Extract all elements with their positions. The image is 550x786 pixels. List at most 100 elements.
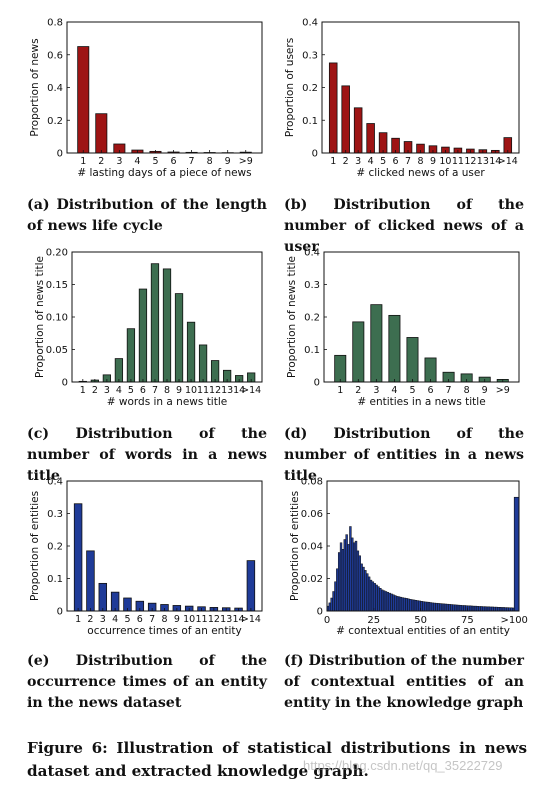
bar-d-2 [370,304,383,383]
plot-frame [321,21,520,154]
hist-bar-35 [392,594,395,612]
bar-c-7 [162,268,172,383]
ytick-label: 0.20 [46,248,68,259]
hist-bar-47 [414,600,418,612]
hist-bar-63 [444,603,448,612]
y-axis-label: Proportion of news [29,38,41,136]
hist-bar-37 [396,596,399,612]
hist-bar-85 [485,606,489,612]
hist-bar-17 [358,555,361,612]
subcaption-f: (f) Distribution of the number of contex… [284,653,524,711]
bar-d-5 [424,357,437,383]
hist-bar-25 [373,583,376,612]
ytick-label: 0.10 [46,313,68,324]
chart-a: 1 2 3 4 5 6 7 8 9 >9 0 0.2 0.4 0.6 0.8 # lasting days o… [29,18,263,179]
y-axis-label: Proportion of news title [34,256,46,378]
bar-e-14 [246,560,256,612]
hist-bar-22 [367,576,371,612]
bar-e-2 [98,582,108,612]
xtick-label: >14 [241,614,261,625]
hist-bar-91 [497,607,500,612]
hist-bar-81 [478,606,481,612]
ytick-label: 0.1 [47,574,63,585]
hist-bar-16 [356,550,360,612]
xtick-label: 8 [417,156,423,167]
hist-bar-66 [450,604,453,612]
xtick-label: 7 [189,156,195,167]
hist-bar-55 [429,602,433,612]
xtick-label: 75 [461,615,474,626]
xtick-label: 50 [414,615,427,626]
hist-bar-68 [454,604,457,612]
xtick-label: >14 [241,385,261,396]
xtick-label: 9 [174,614,180,625]
xtick-label: 11 [195,614,207,625]
hist-bar-10 [345,534,348,612]
hist-bar-overflow [513,496,520,612]
hist-bar-6 [337,552,341,612]
xtick-label: 8 [164,385,170,396]
bar-c-4 [126,328,136,383]
xtick-label: 7 [152,385,158,396]
xtick-label: 4 [391,385,397,396]
xtick-label: 3 [373,385,379,396]
xtick-label: 8 [207,156,213,167]
xtick-label: 9 [430,156,436,167]
bar-c-8 [174,293,184,383]
hist-bar-4 [334,581,337,612]
hist-bar-84 [483,606,487,612]
ytick-label: 0 [62,378,68,389]
xtick-label: >100 [500,615,527,626]
bar-d-1 [352,321,365,383]
hist-bar-64 [446,603,449,612]
ytick-label: 0.2 [47,116,63,127]
bar-d-4 [406,337,419,383]
xtick-label: 4 [368,156,374,167]
ytick-label: 0.1 [302,116,318,127]
xtick-label: 8 [464,385,470,396]
hist-bar-27 [377,586,380,612]
xtick-label: 10 [183,614,195,625]
bar-c-3 [114,358,124,383]
chart-d: 1 2 3 4 5 6 7 8 9 >9 0 0.1 0.2 0.3 0.4 # entities in a … [286,248,520,408]
plot-frame [66,21,263,154]
hist-bar-19 [362,566,365,612]
xtick-label: 13 [221,385,233,396]
bar-a-1 [95,113,108,154]
ytick-label: 0.02 [301,574,323,585]
xtick-label: 1 [80,385,86,396]
hist-bar-15 [354,540,358,612]
hist-bar-56 [431,602,434,612]
hist-bar-59 [437,603,440,612]
xtick-label: 11 [452,156,464,167]
plot-frame [326,480,520,612]
hist-bar-82 [480,606,483,612]
bar-b-2 [353,107,363,154]
figure-caption: Figure 6: Illustration of statistical di… [27,739,527,780]
bar-c-9 [186,321,196,383]
hist-bar-36 [394,595,397,612]
hist-bar-86 [487,606,491,612]
hist-bar-2 [330,597,333,612]
xtick-label: 10 [439,156,451,167]
xtick-label: 1 [80,156,86,167]
hist-bar-38 [397,596,401,612]
hist-bar-57 [433,602,436,612]
x-axis-label: occurrence times of an entity [87,625,241,637]
hist-bar-12 [349,526,352,612]
xtick-label: 7 [149,614,155,625]
hist-bar-61 [440,603,444,612]
xtick-label: 5 [124,614,130,625]
bar-b-1 [341,85,350,154]
xtick-label: 5 [380,156,386,167]
xtick-label: >9 [496,385,510,396]
bar-b-0 [328,62,338,154]
xtick-label: 2 [98,156,104,167]
ytick-label: 0 [57,149,63,160]
subcaption-e: (e) Distribution of the occurrence times… [27,653,267,711]
hist-bar-28 [379,588,382,612]
hist-bar-41 [403,597,406,612]
chart-e: 1 2 3 4 5 6 7 8 9 10 11 12 13 14>1400.10.20.30.4occur… [29,477,263,637]
